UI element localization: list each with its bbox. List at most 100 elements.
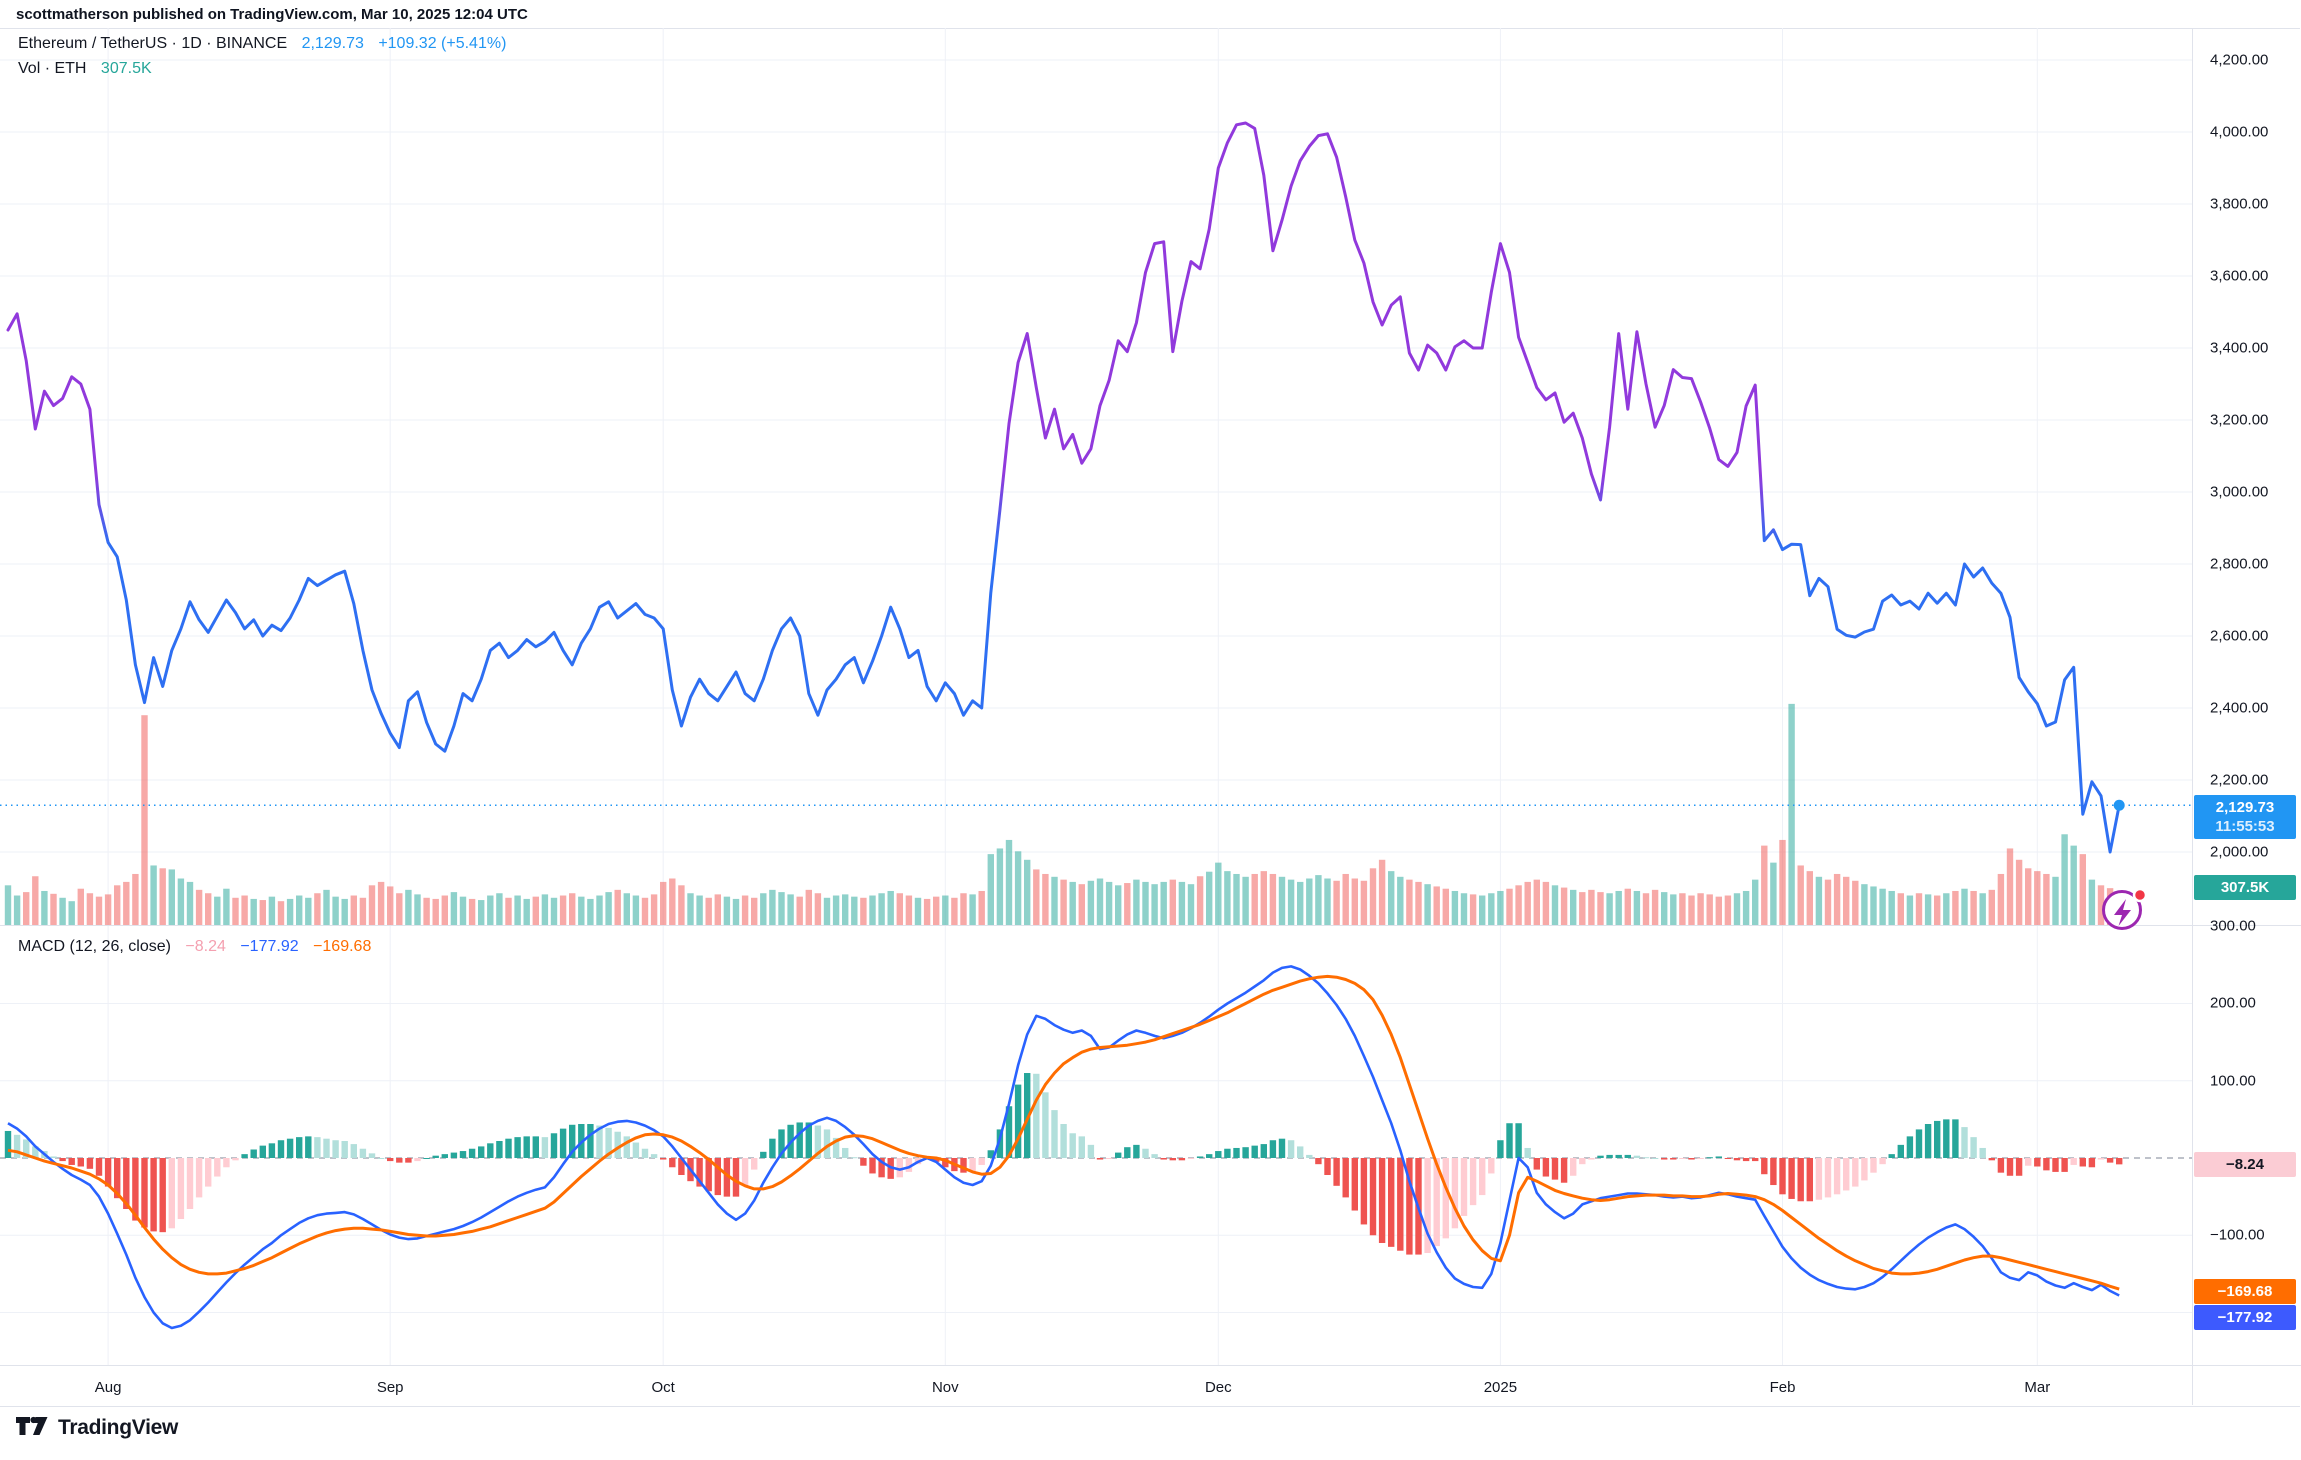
macd-histogram-bar (1597, 1155, 1604, 1158)
macd-histogram-bar (1624, 1154, 1631, 1158)
volume-bar (987, 854, 994, 925)
volume-bar (4, 885, 12, 925)
macd-histogram-bar (1961, 1127, 1968, 1158)
macd-histogram-bar (232, 1158, 239, 1161)
macd-histogram-bar (723, 1158, 731, 1197)
volume-bar (232, 897, 239, 925)
macd-histogram-bar (305, 1136, 312, 1158)
macd-histogram-bar (869, 1158, 876, 1174)
macd-histogram-bar (1688, 1158, 1695, 1160)
macd-histogram-bar (205, 1158, 212, 1187)
volume-bar (1287, 879, 1295, 925)
volume-bar (532, 896, 539, 925)
macd-histogram-bar (1906, 1136, 1914, 1158)
flash-reaction-button[interactable] (2100, 887, 2152, 933)
macd-histogram-bar (1151, 1154, 1158, 1158)
macd-histogram-bar (1442, 1158, 1449, 1239)
volume-bar (150, 865, 157, 925)
volume-bar (1178, 881, 1186, 925)
volume-bar (186, 881, 194, 925)
macd-histogram-bar (1670, 1158, 1677, 1160)
lightning-icon (2114, 899, 2131, 926)
volume-bar (1888, 890, 1895, 925)
volume-bar (569, 893, 576, 925)
price-axis-label: 3,200.00 (2210, 411, 2269, 429)
macd-histogram-bar (1651, 1158, 1659, 1159)
macd-axis-label: 200.00 (2210, 994, 2256, 1012)
volume-bar (250, 898, 257, 925)
macd-histogram-bar (641, 1148, 649, 1158)
volume-bar (1479, 895, 1486, 925)
macd-histogram-bar (933, 1158, 940, 1162)
macd-axis-label: −100.00 (2210, 1226, 2265, 1244)
volume-bar (878, 893, 885, 925)
volume-bar (2097, 885, 2105, 925)
macd-histogram-bar (1879, 1158, 1886, 1165)
macd-histogram-bar (2106, 1158, 2114, 1163)
volume-bar (1315, 875, 1322, 925)
volume-bar (650, 894, 658, 925)
macd-histogram-bar (505, 1138, 512, 1158)
macd-histogram-bar (942, 1158, 949, 1168)
macd-histogram-bar (250, 1149, 257, 1158)
macd-histogram-bar (77, 1158, 84, 1167)
volume-bar (1115, 885, 1122, 925)
volume-badge: 307.5K (2194, 875, 2296, 900)
macd-histogram-bar (4, 1130, 12, 1158)
volume-bar (760, 893, 767, 925)
macd-histogram-bar (478, 1146, 485, 1158)
volume-bar (114, 885, 121, 925)
macd-histogram-bar (332, 1140, 339, 1158)
volume-bar (1633, 890, 1641, 925)
volume-bar (478, 900, 485, 925)
volume-bar (1988, 889, 1995, 925)
volume-bar (1215, 862, 1222, 925)
macd-histogram-bar (814, 1125, 822, 1158)
volume-bar (1843, 876, 1850, 925)
volume-bar (13, 895, 21, 925)
macd-legend[interactable]: MACD (12, 26, close) −8.24 −177.92 −169.… (18, 938, 371, 956)
volume-bar (705, 897, 712, 925)
volume-bar (1961, 888, 1968, 925)
macd-histogram-bar (1469, 1158, 1477, 1206)
macd-label: MACD (12, 26, close) (18, 938, 171, 955)
pane-separator[interactable] (0, 925, 2301, 926)
volume-bar (1742, 890, 1750, 925)
volume-bar (678, 885, 685, 925)
volume-bar (2061, 834, 2068, 925)
volume-bar (842, 894, 849, 925)
volume-bar (1169, 879, 1176, 925)
macd-histogram-bar (95, 1158, 103, 1176)
macd-histogram-bar (1979, 1147, 1986, 1158)
macd-line-value: −177.92 (240, 938, 299, 955)
macd-histogram-bar (1515, 1123, 1522, 1158)
volume-bar (377, 881, 385, 925)
symbol-legend[interactable]: Ethereum / TetherUS · 1D · BINANCE 2,129… (18, 35, 506, 53)
volume-bar (1060, 879, 1067, 925)
tradingview-logo[interactable]: TradingView (16, 1416, 178, 1440)
volume-legend[interactable]: Vol · ETH 307.5K (18, 60, 152, 78)
volume-bar (387, 886, 394, 925)
volume-bar (487, 895, 494, 925)
macd-histogram-bar (423, 1158, 430, 1159)
macd-histogram-bar (1196, 1156, 1204, 1158)
macd-histogram-bar (1460, 1158, 1468, 1216)
macd-histogram-bar (1033, 1073, 1040, 1158)
macd-hist-value: −8.24 (185, 938, 226, 955)
macd-histogram-bar (1679, 1158, 1686, 1159)
volume-bar (1142, 881, 1149, 925)
volume-bar (86, 893, 94, 925)
macd-histogram-bar (341, 1141, 348, 1158)
volume-bar (332, 896, 339, 925)
volume-bar (978, 890, 985, 925)
macd-signal-value: −169.68 (313, 938, 372, 955)
macd-histogram-bar (1060, 1124, 1067, 1158)
price-axis-label: 2,000.00 (2210, 843, 2269, 861)
volume-bar (1524, 881, 1531, 925)
macd-histogram-bar (1943, 1119, 1950, 1158)
symbol-title[interactable]: Ethereum / TetherUS · 1D · BINANCE (18, 35, 288, 52)
volume-bar (1533, 879, 1540, 925)
volume-bar (241, 895, 248, 925)
macd-histogram-bar (487, 1143, 494, 1158)
